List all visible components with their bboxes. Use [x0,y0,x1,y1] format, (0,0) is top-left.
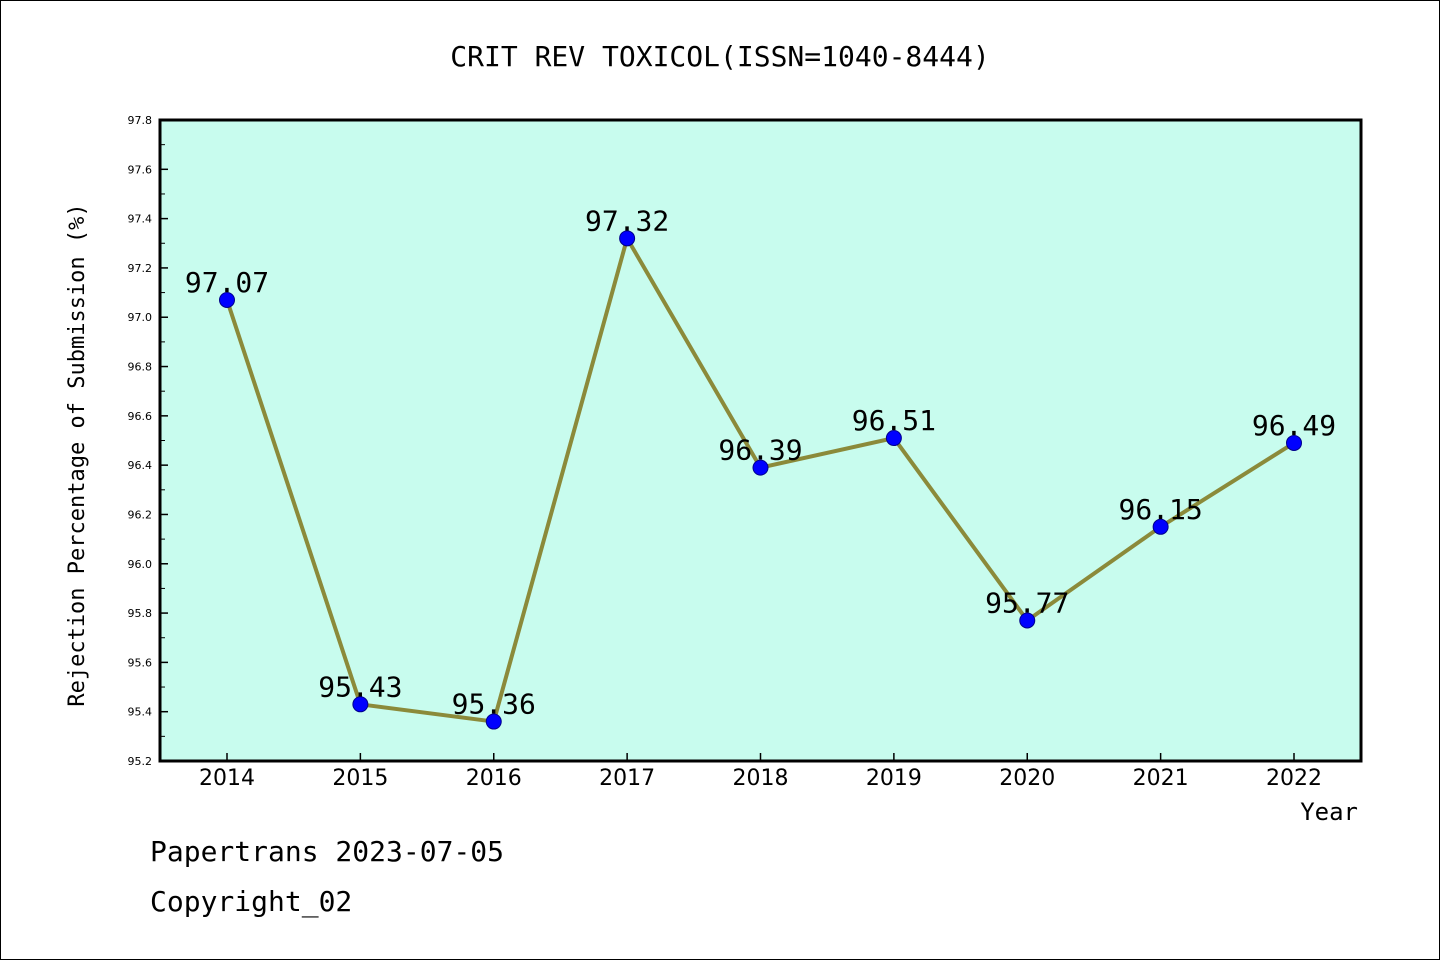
data-point [1019,612,1036,629]
y-tick-label: 95.4 [128,706,153,719]
y-axis: 95.2 95.4 95.6 95.8 96.0 96.2 96.4 96.6 96.8 97.0… [128,114,168,768]
data-series [219,230,1302,730]
footer-date: Papertrans 2023-07-05 [150,835,505,868]
x-tick-label: 2014 [199,766,255,791]
y-tick-label: 97.8 [128,114,153,127]
data-point [752,459,769,476]
y-tick-label: 95.8 [128,607,153,620]
y-tick-label: 96.6 [128,410,153,423]
y-tick-label: 97.6 [128,163,153,176]
plot-area [158,118,1363,763]
x-tick-label: 2022 [1266,766,1322,791]
y-tick-label: 96.2 [128,508,153,521]
x-tick-label: 2017 [599,766,655,791]
data-point [885,430,902,447]
y-tick-label: 96.8 [128,361,153,374]
data-label: 96.15 [1118,493,1202,526]
data-label: 96.51 [852,404,936,437]
y-tick-label: 95.2 [128,755,153,768]
data-label: 97.32 [585,204,669,237]
y-tick-label: 96.0 [128,558,153,571]
data-labels: 97.07 95.43 95.36 97.32 96.39 96.51 95.77 96.15… [185,204,1336,720]
x-tick-label: 2019 [866,766,922,791]
data-point [352,696,369,713]
data-point [485,713,502,730]
y-axis-label: Rejection Percentage of Submission (%) [65,203,90,706]
footer-copyright: Copyright_02 [150,885,353,918]
data-point [219,291,235,308]
x-axis-label: Year [1300,798,1358,826]
data-label: 96.49 [1252,409,1336,442]
y-tick-label: 97.0 [128,311,153,324]
data-label: 95.43 [318,670,402,703]
x-tick-label: 2021 [1133,766,1189,791]
x-tick-label: 2015 [332,766,388,791]
data-label: 95.77 [985,586,1069,619]
y-tick-label: 96.4 [128,459,153,472]
x-axis: 2014 2015 2016 2017 2018 2019 2020 2021 2022 [199,753,1322,791]
x-tick-label: 2020 [999,766,1055,791]
data-label: 96.39 [718,434,802,467]
data-point [1286,434,1302,451]
data-point [619,230,636,247]
y-tick-label: 97.4 [128,213,153,226]
data-label: 97.07 [185,266,269,299]
data-point [1152,518,1169,535]
x-tick-label: 2016 [466,766,522,791]
x-tick-label: 2018 [733,766,789,791]
chart-title: CRIT REV TOXICOL(ISSN=1040-8444) [450,40,989,73]
data-label: 95.36 [452,688,536,721]
y-tick-label: 97.2 [128,262,153,275]
y-tick-label: 95.6 [128,656,153,669]
